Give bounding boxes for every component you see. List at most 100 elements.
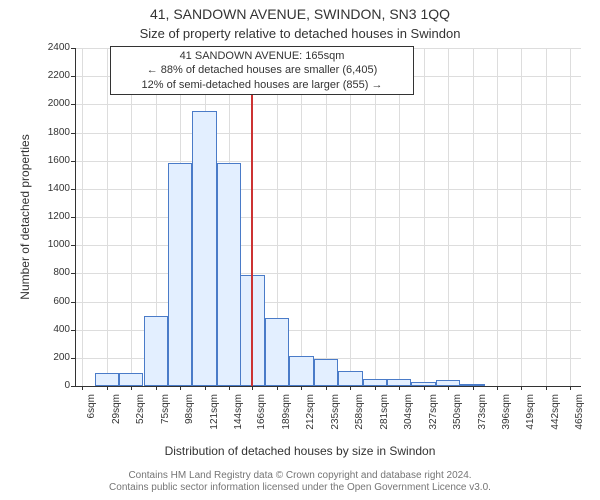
- histogram-bar: [265, 318, 289, 386]
- info-box: 41 SANDOWN AVENUE: 165sqm ← 88% of detac…: [110, 46, 414, 95]
- y-tick-mark: [71, 161, 75, 162]
- grid-line-horizontal: [76, 133, 581, 134]
- y-tick-mark: [71, 273, 75, 274]
- histogram-bar: [436, 380, 460, 386]
- grid-line-vertical: [301, 48, 302, 386]
- y-tick-mark: [71, 76, 75, 77]
- histogram-bar: [217, 163, 241, 386]
- y-axis-label: Number of detached properties: [18, 117, 32, 317]
- x-tick-mark: [252, 386, 253, 390]
- histogram-bar: [144, 316, 168, 386]
- grid-line-vertical: [107, 48, 108, 386]
- grid-line-vertical: [424, 48, 425, 386]
- y-tick-mark: [71, 48, 75, 49]
- grid-line-horizontal: [76, 273, 581, 274]
- y-tick-label: 2400: [34, 42, 70, 53]
- x-tick-label: 212sqm: [305, 394, 316, 440]
- grid-line-horizontal: [76, 217, 581, 218]
- y-tick-mark: [71, 189, 75, 190]
- x-tick-mark: [350, 386, 351, 390]
- y-tick-label: 2200: [34, 70, 70, 81]
- histogram-bar: [363, 379, 387, 386]
- y-tick-label: 1400: [34, 183, 70, 194]
- histogram-bar: [95, 373, 119, 386]
- y-tick-label: 400: [34, 324, 70, 335]
- y-tick-mark: [71, 358, 75, 359]
- plot-area: 0200400600800100012001400160018002000220…: [75, 48, 581, 387]
- x-tick-mark: [107, 386, 108, 390]
- grid-line-vertical: [375, 48, 376, 386]
- y-tick-mark: [71, 245, 75, 246]
- x-tick-mark: [521, 386, 522, 390]
- y-tick-label: 1200: [34, 211, 70, 222]
- y-tick-label: 200: [34, 352, 70, 363]
- x-tick-label: 281sqm: [379, 394, 390, 440]
- y-tick-mark: [71, 386, 75, 387]
- footer-text: Contains HM Land Registry data © Crown c…: [0, 470, 600, 494]
- y-tick-mark: [71, 217, 75, 218]
- x-tick-label: 442sqm: [550, 394, 561, 440]
- x-tick-label: 166sqm: [256, 394, 267, 440]
- x-tick-mark: [277, 386, 278, 390]
- x-tick-mark: [205, 386, 206, 390]
- x-tick-label: 52sqm: [135, 394, 146, 440]
- grid-line-vertical: [546, 48, 547, 386]
- grid-line-horizontal: [76, 161, 581, 162]
- y-tick-mark: [71, 104, 75, 105]
- x-tick-mark: [399, 386, 400, 390]
- x-tick-label: 304sqm: [403, 394, 414, 440]
- histogram-bar: [338, 371, 362, 386]
- x-tick-label: 144sqm: [233, 394, 244, 440]
- y-tick-mark: [71, 330, 75, 331]
- x-tick-label: 419sqm: [525, 394, 536, 440]
- histogram-bar: [411, 382, 435, 386]
- x-tick-label: 189sqm: [281, 394, 292, 440]
- grid-line-vertical: [82, 48, 83, 386]
- x-tick-label: 29sqm: [111, 394, 122, 440]
- histogram-bar: [460, 384, 484, 386]
- property-marker-line: [251, 48, 253, 386]
- grid-line-vertical: [473, 48, 474, 386]
- grid-line-horizontal: [76, 302, 581, 303]
- y-tick-mark: [71, 133, 75, 134]
- info-line-2: ← 88% of detached houses are smaller (6,…: [117, 63, 407, 77]
- x-tick-label: 235sqm: [330, 394, 341, 440]
- info-line-3: 12% of semi-detached houses are larger (…: [117, 78, 407, 92]
- footer-line-2: Contains public sector information licen…: [0, 482, 600, 494]
- histogram-bar: [119, 373, 143, 386]
- grid-line-vertical: [521, 48, 522, 386]
- grid-line-vertical: [131, 48, 132, 386]
- x-tick-label: 75sqm: [160, 394, 171, 440]
- chart-title: 41, SANDOWN AVENUE, SWINDON, SN3 1QQ: [0, 6, 600, 22]
- grid-line-vertical: [399, 48, 400, 386]
- y-tick-label: 600: [34, 296, 70, 307]
- grid-line-vertical: [350, 48, 351, 386]
- x-tick-mark: [473, 386, 474, 390]
- x-tick-mark: [131, 386, 132, 390]
- y-tick-label: 1600: [34, 155, 70, 166]
- x-tick-label: 258sqm: [354, 394, 365, 440]
- grid-line-vertical: [448, 48, 449, 386]
- x-tick-mark: [375, 386, 376, 390]
- histogram-bar: [387, 379, 411, 386]
- x-tick-mark: [326, 386, 327, 390]
- x-tick-label: 98sqm: [184, 394, 195, 440]
- chart-container: 41, SANDOWN AVENUE, SWINDON, SN3 1QQ Siz…: [0, 0, 600, 500]
- y-tick-label: 2000: [34, 98, 70, 109]
- x-tick-mark: [424, 386, 425, 390]
- x-tick-mark: [497, 386, 498, 390]
- x-tick-mark: [156, 386, 157, 390]
- grid-line-horizontal: [76, 189, 581, 190]
- x-tick-mark: [546, 386, 547, 390]
- y-tick-label: 800: [34, 267, 70, 278]
- chart-subtitle: Size of property relative to detached ho…: [0, 26, 600, 41]
- grid-line-horizontal: [76, 104, 581, 105]
- histogram-bar: [289, 356, 313, 386]
- x-tick-label: 373sqm: [477, 394, 488, 440]
- grid-line-horizontal: [76, 245, 581, 246]
- histogram-bar: [314, 359, 338, 386]
- y-tick-label: 0: [34, 380, 70, 391]
- x-tick-mark: [229, 386, 230, 390]
- info-line-1: 41 SANDOWN AVENUE: 165sqm: [117, 49, 407, 63]
- x-tick-label: 396sqm: [501, 394, 512, 440]
